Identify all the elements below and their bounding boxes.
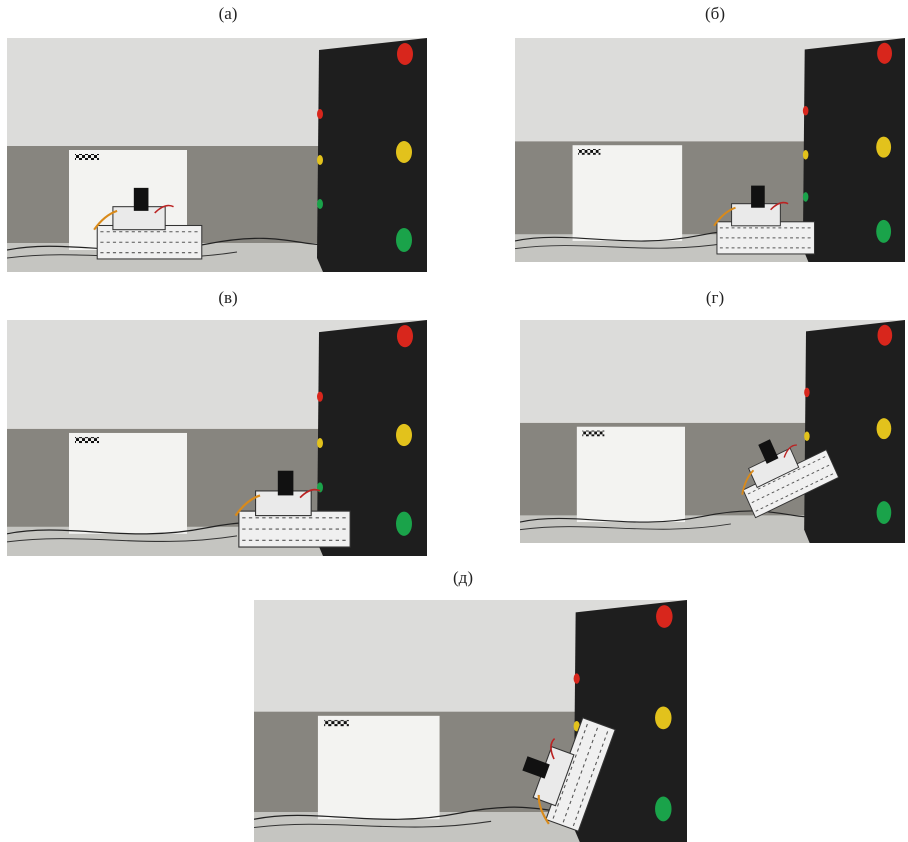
panel-label: (а)	[219, 4, 238, 24]
panel-label: (в)	[218, 288, 237, 308]
photo	[7, 38, 427, 272]
panel-label: (д)	[453, 568, 473, 588]
panel-label: (г)	[706, 288, 724, 308]
photo	[520, 320, 905, 543]
figure: (а) (б) (в) (г) (д)	[0, 0, 908, 842]
photo	[515, 38, 905, 262]
photo	[7, 320, 427, 556]
panel-label: (б)	[705, 4, 725, 24]
photo	[254, 600, 687, 842]
